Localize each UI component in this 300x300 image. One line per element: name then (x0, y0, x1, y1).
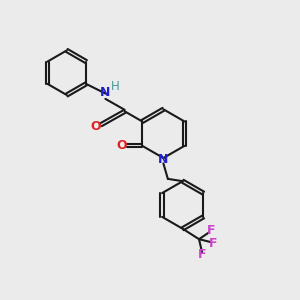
Text: F: F (207, 224, 216, 237)
Text: N: N (100, 85, 111, 98)
Text: O: O (91, 120, 101, 133)
Text: F: F (198, 248, 206, 261)
Text: N: N (158, 153, 169, 166)
Text: O: O (117, 139, 128, 152)
Text: F: F (209, 237, 218, 250)
Text: H: H (111, 80, 119, 94)
